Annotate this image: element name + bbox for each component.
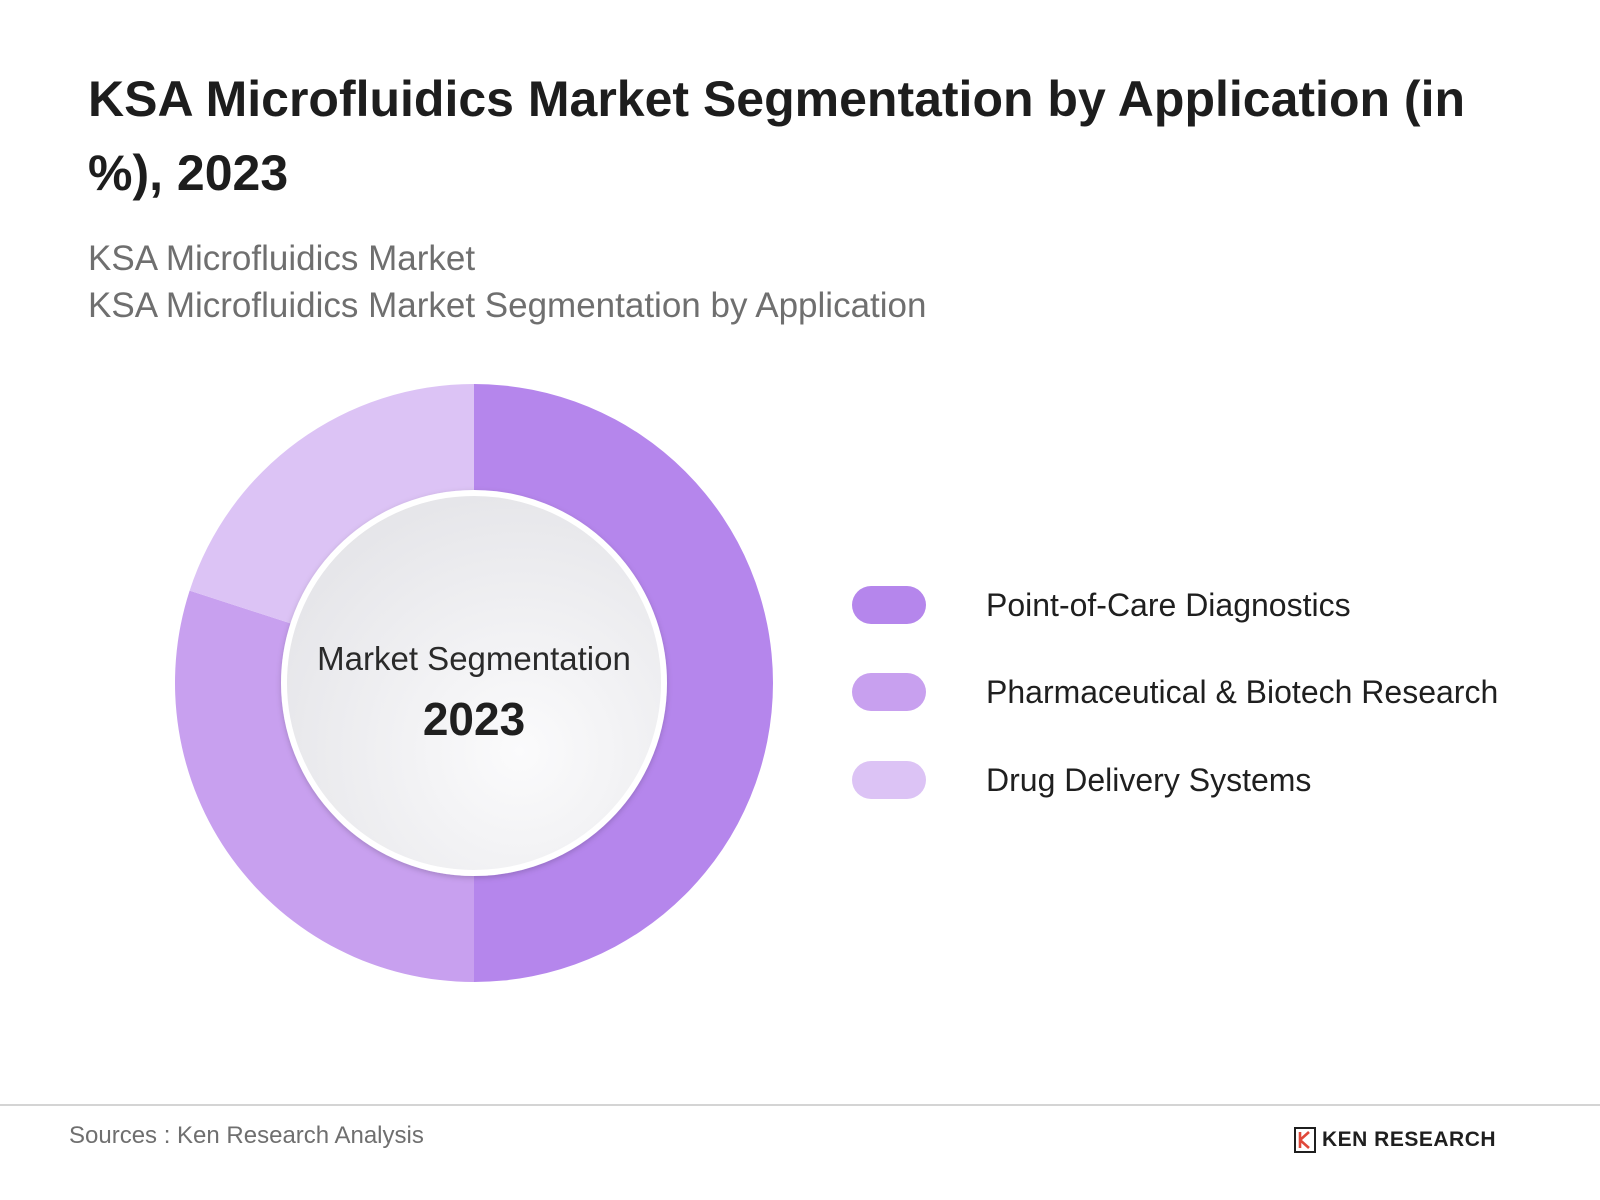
brand-name: KEN RESEARCH xyxy=(1322,1128,1497,1151)
legend-label: Drug Delivery Systems xyxy=(986,761,1312,798)
legend-label: Point-of-Care Diagnostics xyxy=(986,586,1351,623)
legend-swatch xyxy=(852,586,926,624)
ken-research-logo-icon xyxy=(1294,1127,1316,1153)
legend-item[interactable]: Pharmaceutical & Biotech Research xyxy=(852,672,1498,712)
donut-slice-drug-delivery-systems[interactable] xyxy=(189,384,474,634)
legend-swatch xyxy=(852,673,926,711)
legend-label: Pharmaceutical & Biotech Research xyxy=(986,673,1499,710)
donut-center-label: Market Segmentation xyxy=(317,640,631,677)
chart-subtitle-market: KSA Microfluidics Market xyxy=(88,239,476,278)
brand-logo: KEN RESEARCH xyxy=(1294,1126,1496,1154)
footer-divider xyxy=(0,1104,1600,1106)
donut-center-year: 2023 xyxy=(422,693,526,745)
legend-item[interactable]: Drug Delivery Systems xyxy=(852,760,1311,800)
legend-swatch xyxy=(852,761,926,799)
chart-subtitle-segmentation: KSA Microfluidics Market Segmentation by… xyxy=(88,286,927,325)
chart-title: KSA Microfluidics Market Segmentation by… xyxy=(88,71,1466,201)
donut-center-disc xyxy=(281,490,667,876)
source-note: Sources : Ken Research Analysis xyxy=(69,1122,424,1149)
legend-item[interactable]: Point-of-Care Diagnostics xyxy=(852,585,1351,625)
